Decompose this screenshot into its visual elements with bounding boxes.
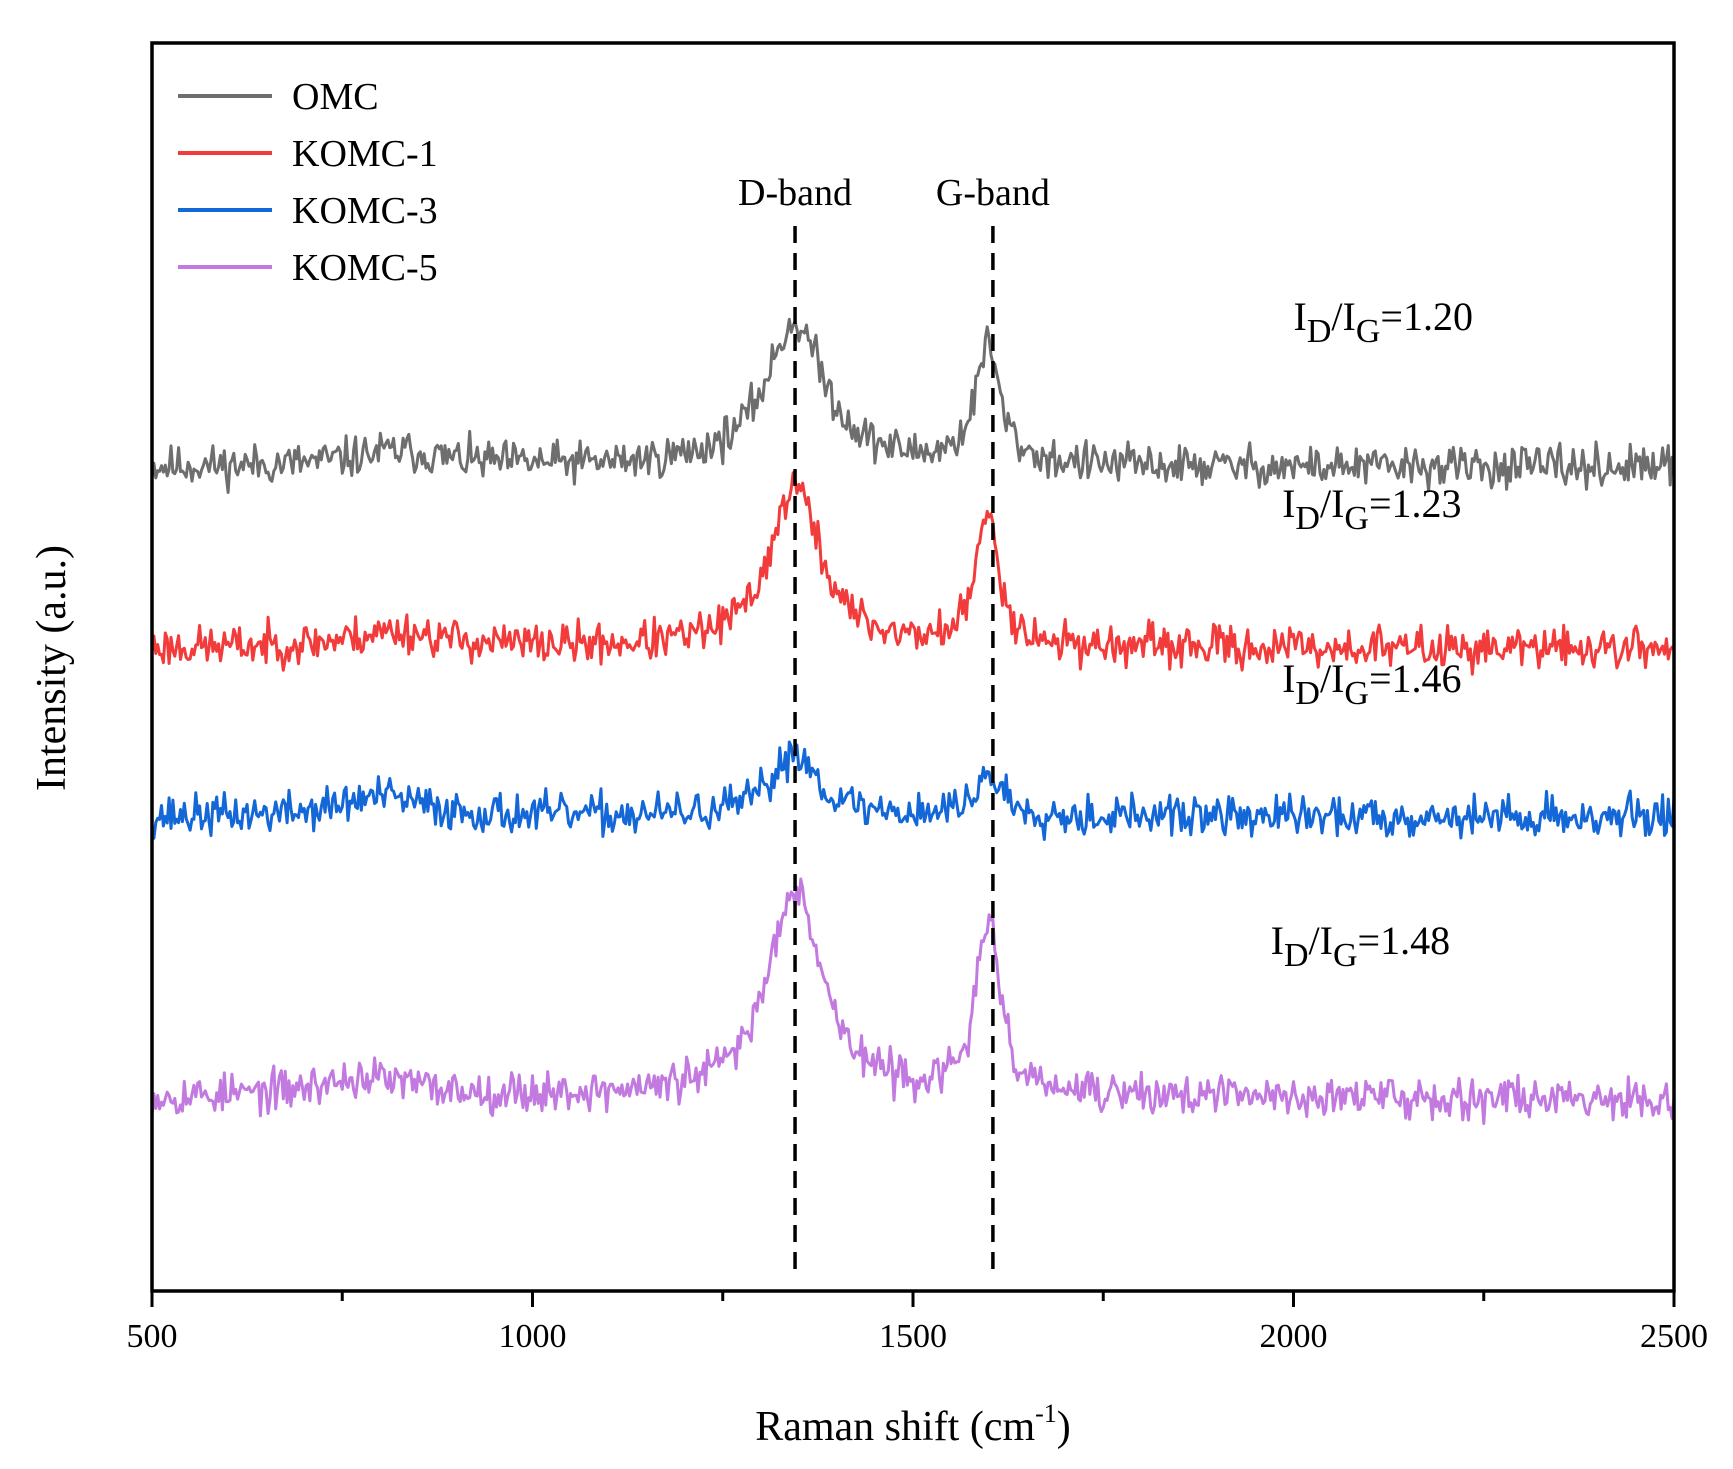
x-axis-title: Raman shift (cm-1)	[755, 1399, 1071, 1450]
x-tick-label-3: 2000	[1260, 1318, 1328, 1355]
legend-label-1: KOMC-1	[292, 133, 438, 175]
series-line-2	[150, 740, 1676, 841]
band-label-0: D-band	[738, 172, 852, 214]
ratio-annotation-3: ID/IG=1.48	[1271, 918, 1450, 974]
ratio-annotation-0: ID/IG=1.20	[1294, 294, 1473, 350]
legend-label-3: KOMC-5	[292, 247, 438, 289]
legend-label-0: OMC	[292, 76, 379, 118]
series-line-0	[150, 317, 1676, 494]
x-tick-label-0: 500	[127, 1318, 178, 1355]
x-axis-title-tail: )	[1057, 1404, 1071, 1450]
series-layer	[150, 317, 1676, 1125]
x-tick-label-2: 1500	[879, 1318, 947, 1355]
ratio-annotations: ID/IG=1.20 ID/IG=1.23 ID/IG=1.46 ID/IG=1.48	[1271, 294, 1473, 974]
y-axis-title: Intensity (a.u.)	[29, 545, 75, 791]
band-label-1: G-band	[936, 172, 1050, 214]
x-axis-title-main: Raman shift (cm	[755, 1404, 1035, 1450]
ratio-annotation-1: ID/IG=1.23	[1282, 481, 1461, 537]
legend: OMC KOMC-1 KOMC-3 KOMC-5	[178, 76, 438, 289]
x-axis-ticks: 500 1000 1500 2000 2500	[127, 1291, 1708, 1355]
ratio-annotation-2: ID/IG=1.46	[1282, 656, 1461, 712]
series-line-1	[150, 471, 1676, 676]
x-tick-label-4: 2500	[1640, 1318, 1708, 1355]
reference-lines: D-band G-band	[738, 172, 1050, 1270]
series-line-3	[150, 877, 1676, 1125]
legend-label-2: KOMC-3	[292, 190, 438, 232]
x-tick-label-1: 1000	[499, 1318, 567, 1355]
x-axis-title-sup: -1	[1035, 1399, 1057, 1428]
